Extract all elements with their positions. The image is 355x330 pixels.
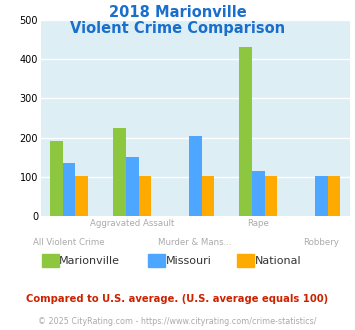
Text: Missouri: Missouri xyxy=(166,256,212,266)
Text: Robbery: Robbery xyxy=(304,238,339,247)
Text: Aggravated Assault: Aggravated Assault xyxy=(90,219,174,228)
Bar xyxy=(126,157,138,216)
Bar xyxy=(113,128,126,216)
Bar xyxy=(189,136,202,216)
Bar xyxy=(50,141,63,216)
Bar xyxy=(76,176,88,216)
Text: All Violent Crime: All Violent Crime xyxy=(33,238,105,247)
Text: © 2025 CityRating.com - https://www.cityrating.com/crime-statistics/: © 2025 CityRating.com - https://www.city… xyxy=(38,317,317,326)
Text: National: National xyxy=(255,256,301,266)
Bar xyxy=(264,176,277,216)
Bar xyxy=(315,176,328,216)
Text: Rape: Rape xyxy=(247,219,269,228)
Bar xyxy=(328,176,340,216)
Text: Violent Crime Comparison: Violent Crime Comparison xyxy=(70,21,285,36)
Text: Compared to U.S. average. (U.S. average equals 100): Compared to U.S. average. (U.S. average … xyxy=(26,294,329,304)
Bar xyxy=(202,176,214,216)
Bar xyxy=(239,47,252,216)
Text: 2018 Marionville: 2018 Marionville xyxy=(109,5,246,20)
Text: Marionville: Marionville xyxy=(59,256,120,266)
Bar xyxy=(138,176,151,216)
Bar xyxy=(252,171,264,216)
Bar xyxy=(63,163,76,216)
Text: Murder & Mans...: Murder & Mans... xyxy=(158,238,232,247)
